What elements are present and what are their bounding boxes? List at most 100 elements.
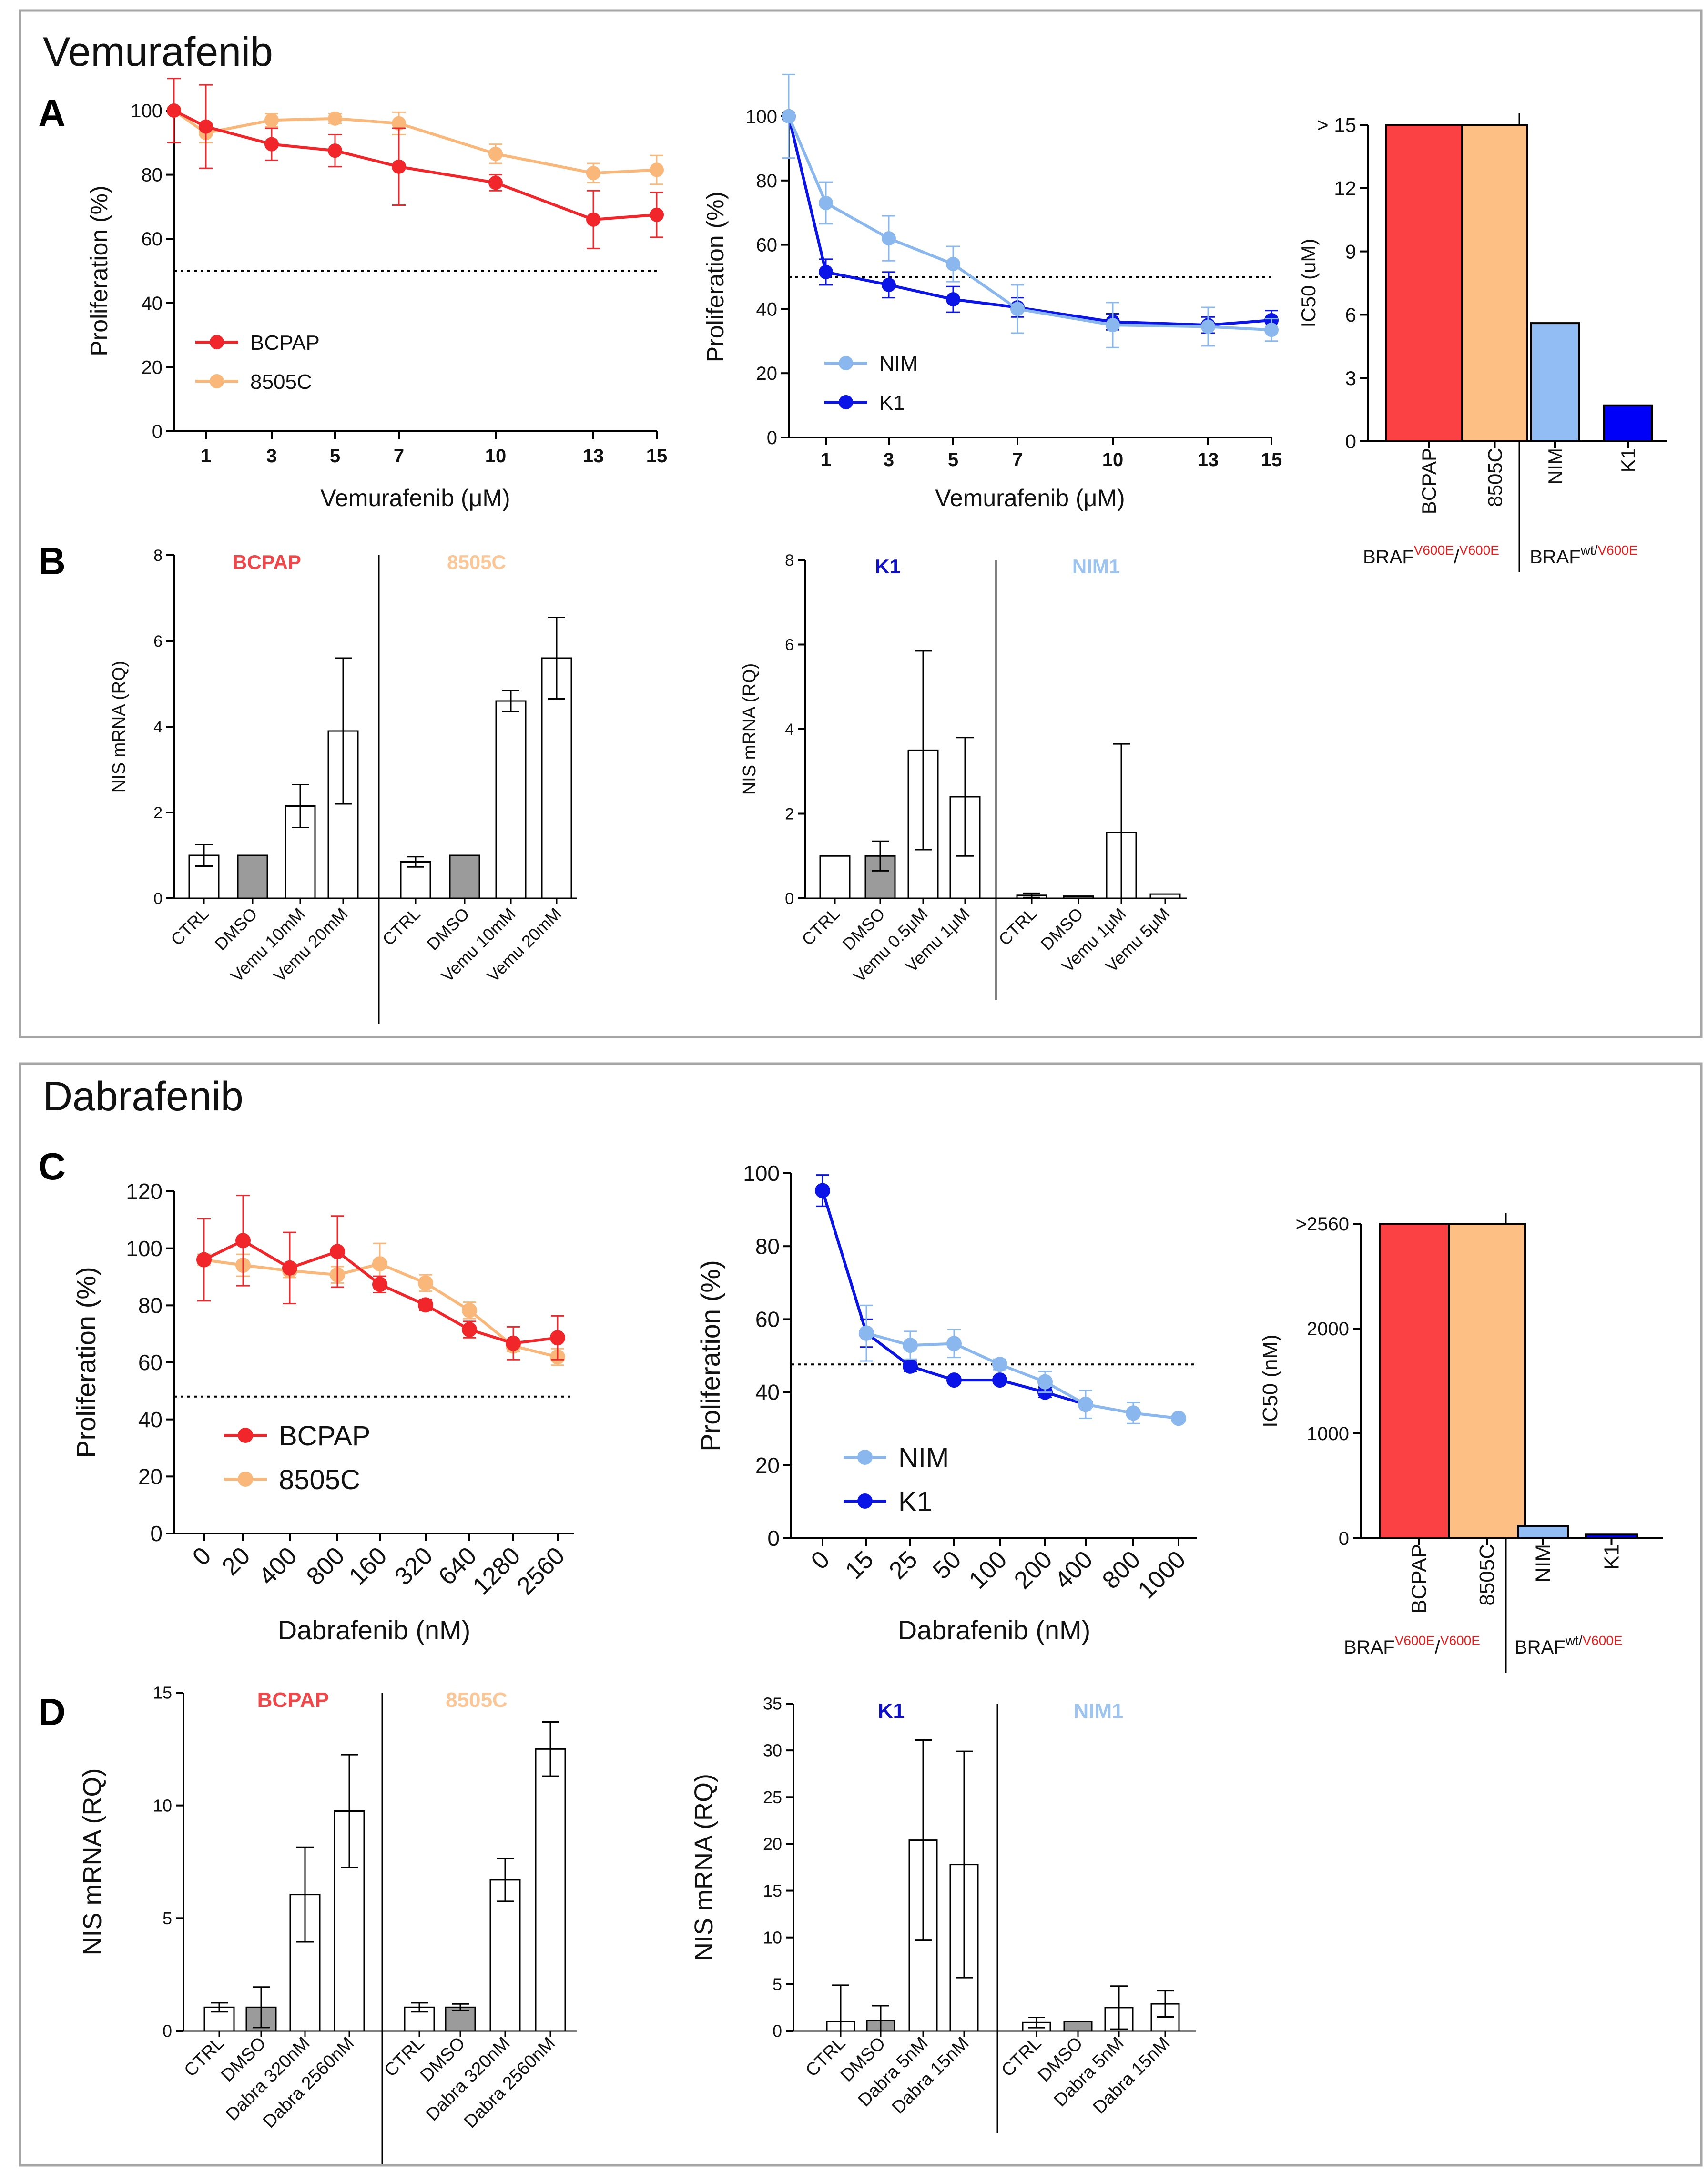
a1-y-axis-label: Proliferation (%) bbox=[86, 185, 112, 356]
braf-wt-sup: wt bbox=[1565, 1633, 1579, 1648]
a2-x-axis-label: Vemurafenib (μM) bbox=[935, 485, 1125, 511]
panel-letter-a: A bbox=[38, 92, 66, 134]
d2-y-tick-label: 25 bbox=[763, 1787, 782, 1807]
c1-series-bcpap-point bbox=[550, 1330, 565, 1346]
a3-category-label-nim: NIM bbox=[1544, 448, 1566, 485]
a2-series-nim-point bbox=[819, 195, 833, 210]
d1-group-bcpap-label: BCPAP bbox=[257, 1688, 329, 1712]
d2-group-nim1-label: NIM1 bbox=[1073, 1699, 1123, 1723]
a1-series-bcpap-point bbox=[199, 119, 213, 134]
d1-group-8505c-bar-dabra-2560nm bbox=[535, 1748, 566, 2032]
c3-bar-8505c bbox=[1448, 1223, 1526, 1539]
c2-series-nim-point bbox=[992, 1357, 1007, 1372]
c1-series-bcpap bbox=[196, 1195, 565, 1361]
braf-label-dabra-mut: BRAFV600E/V600E bbox=[1344, 1633, 1480, 1658]
a1-series-bcpap bbox=[167, 78, 664, 249]
c3-y-tick-label: 2000 bbox=[1307, 1319, 1349, 1340]
a2-series-nim-line bbox=[787, 115, 1272, 332]
c1-legend-marker-8505c bbox=[238, 1472, 253, 1487]
a1-legend-marker-bcpap bbox=[210, 335, 224, 349]
c2-series-nim-point bbox=[1171, 1411, 1186, 1426]
a2-series-k1-point bbox=[946, 292, 960, 307]
a2-x-tick-label: 7 bbox=[1012, 449, 1023, 470]
a2-series-k1-line bbox=[787, 116, 1272, 327]
a1-legend-marker-8505c bbox=[210, 374, 224, 388]
d1-y-tick-label: 5 bbox=[163, 1909, 172, 1928]
a1-x-tick-label: 13 bbox=[583, 446, 604, 467]
c3-bar-nim bbox=[1517, 1525, 1569, 1539]
c1-series-bcpap-point bbox=[282, 1260, 297, 1276]
d1-y-axis-label: NIS mRNA (RQ) bbox=[78, 1768, 107, 1955]
a1-series-8505c-point bbox=[488, 146, 503, 161]
a2-legend-marker-nim bbox=[839, 356, 853, 370]
c3-category-label-k1: K1 bbox=[1600, 1544, 1624, 1570]
c1-y-tick-label: 80 bbox=[138, 1293, 163, 1318]
c1-legend-marker-bcpap bbox=[238, 1428, 253, 1443]
a3-y-axis-label: IC50 (uM) bbox=[1297, 239, 1320, 328]
a3-category-label-k1: K1 bbox=[1617, 448, 1639, 472]
c1-series-bcpap-point bbox=[506, 1335, 521, 1351]
b2-group-nim1-bar-dmso bbox=[1063, 895, 1094, 899]
b2-y-tick-label: 4 bbox=[785, 721, 794, 739]
braf-slash: / bbox=[1579, 1633, 1583, 1648]
a1-series-bcpap-point bbox=[167, 103, 181, 118]
a2-legend-label-nim: NIM bbox=[879, 352, 918, 376]
c3-y-axis-label: IC50 (nM) bbox=[1259, 1334, 1282, 1428]
c2-series-nim-point bbox=[946, 1336, 962, 1351]
b2-group-k1-label: K1 bbox=[875, 555, 901, 578]
braf-mut-sup-1: V600E bbox=[1414, 543, 1454, 558]
a1-y-tick-label: 40 bbox=[142, 293, 163, 314]
braf-wt-sup: wt bbox=[1580, 543, 1594, 558]
b1-y-tick-label: 8 bbox=[153, 547, 163, 565]
a2-y-tick-label: 20 bbox=[756, 363, 778, 384]
b1-y-tick-label: 4 bbox=[153, 718, 163, 736]
d2-y-tick-label: 15 bbox=[763, 1881, 782, 1900]
a2-series-k1-point bbox=[819, 264, 833, 279]
c1-y-tick-label: 40 bbox=[138, 1407, 163, 1432]
d1-group-8505c-label: 8505C bbox=[446, 1688, 508, 1712]
d2-y-tick-label: 35 bbox=[763, 1694, 782, 1714]
a2-legend-label-k1: K1 bbox=[879, 391, 905, 415]
a2-series-nim-point bbox=[782, 109, 796, 123]
c2-legend-marker-k1 bbox=[857, 1493, 873, 1509]
c2-x-axis-label: Dabrafenib (nM) bbox=[898, 1615, 1091, 1645]
a1-legend-label-8505c: 8505C bbox=[250, 370, 312, 394]
d2-y-axis-label: NIS mRNA (RQ) bbox=[690, 1774, 718, 1961]
c1-y-tick-label: 0 bbox=[150, 1521, 163, 1546]
a2-series-nim-point bbox=[1201, 319, 1215, 334]
b1-y-tick-label: 2 bbox=[153, 804, 163, 822]
a1-series-bcpap-point bbox=[328, 143, 342, 158]
a3-category-label-8505c: 8505C bbox=[1484, 448, 1506, 507]
b2-y-tick-label: 0 bbox=[785, 890, 794, 908]
a3-y-tick-label: 3 bbox=[1345, 367, 1356, 389]
c2-legend-label-k1: K1 bbox=[898, 1486, 932, 1517]
c1-legend-label-bcpap: BCPAP bbox=[279, 1421, 370, 1452]
c2-legend-marker-nim bbox=[857, 1450, 873, 1465]
panel-letter-b: B bbox=[38, 540, 66, 582]
c3-bar-bcpap bbox=[1379, 1223, 1459, 1539]
c2-series-nim-point bbox=[1126, 1405, 1141, 1421]
d2-group-nim1-bar-dmso bbox=[1063, 2021, 1093, 2032]
c2-series-nim-point bbox=[1078, 1397, 1093, 1412]
c2-legend-label-nim: NIM bbox=[898, 1442, 949, 1473]
braf-slash: / bbox=[1435, 1637, 1441, 1658]
a1-y-tick-label: 100 bbox=[131, 101, 163, 122]
a1-series-8505c-point bbox=[392, 116, 406, 131]
c2-y-tick-label: 0 bbox=[767, 1526, 780, 1551]
d1-y-tick-label: 10 bbox=[153, 1796, 172, 1815]
dabrafenib-section-frame bbox=[19, 1062, 1703, 2167]
a2-series-nim-point bbox=[1106, 318, 1120, 333]
c1-x-axis-label: Dabrafenib (nM) bbox=[278, 1615, 471, 1645]
a2-series-k1-point bbox=[882, 277, 896, 292]
c2-series-nim-point bbox=[903, 1338, 918, 1353]
vemurafenib-section-frame bbox=[19, 9, 1703, 1038]
braf-mut-sup: V600E bbox=[1597, 543, 1637, 558]
d1-y-tick-label: 0 bbox=[163, 2021, 172, 2041]
c1-series-bcpap-point bbox=[418, 1297, 433, 1313]
c2-series-nim bbox=[859, 1304, 1186, 1426]
b1-group-8505c-bar-vemu-10mm bbox=[495, 700, 527, 899]
c3-y-tick-label: 0 bbox=[1339, 1528, 1349, 1549]
c1-y-axis-label: Proliferation (%) bbox=[71, 1267, 101, 1458]
